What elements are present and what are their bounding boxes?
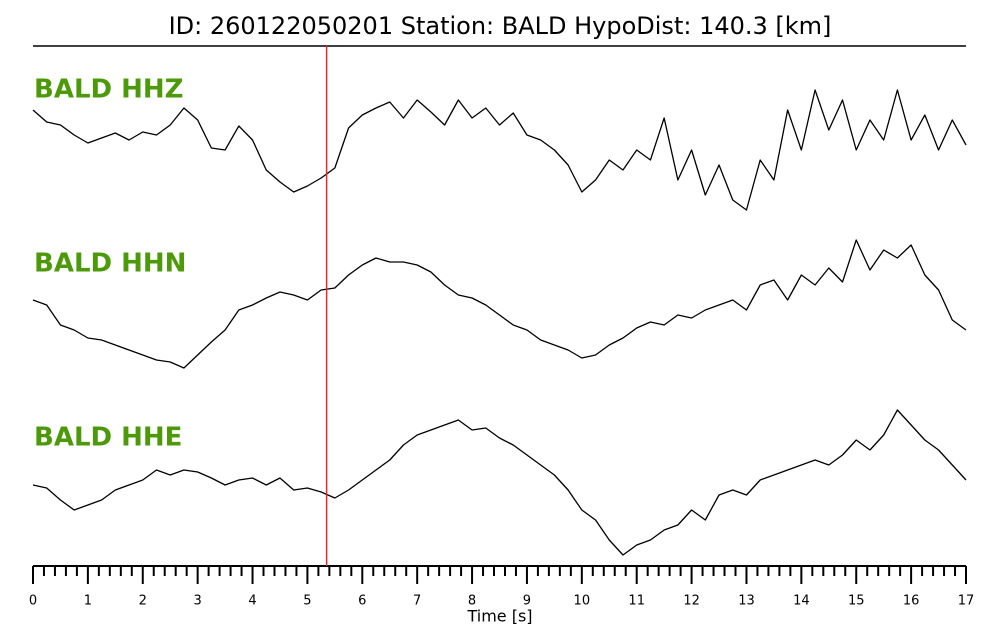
x-tick-label: 10 bbox=[574, 594, 591, 609]
waveform bbox=[32, 89, 967, 211]
x-tick-label: 17 bbox=[958, 594, 975, 609]
x-tick-label: 7 bbox=[413, 594, 421, 609]
x-tick-label: 12 bbox=[683, 594, 700, 609]
x-tick-label: 0 bbox=[29, 594, 37, 609]
x-tick-label: 4 bbox=[248, 594, 256, 609]
x-tick-label: 11 bbox=[628, 594, 645, 609]
x-tick-label: 16 bbox=[903, 594, 920, 609]
x-tick-label: 3 bbox=[194, 594, 202, 609]
trace-label: BALD HHZ bbox=[34, 75, 184, 105]
x-axis-label: Time [s] bbox=[466, 607, 532, 626]
x-tick-label: 1 bbox=[84, 594, 92, 609]
trace-label: BALD HHN bbox=[34, 249, 186, 279]
waveform bbox=[32, 409, 967, 556]
x-tick-label: 5 bbox=[303, 594, 311, 609]
x-tick-label: 15 bbox=[848, 594, 865, 609]
x-tick-label: 9 bbox=[523, 594, 531, 609]
waveform bbox=[32, 239, 967, 369]
x-tick-label: 8 bbox=[468, 594, 476, 609]
x-tick-label: 13 bbox=[738, 594, 755, 609]
chart-title: ID: 260122050201 Station: BALD HypoDist:… bbox=[169, 12, 832, 40]
x-tick-label: 6 bbox=[358, 594, 366, 609]
x-tick-label: 2 bbox=[139, 594, 147, 609]
x-tick-label: 14 bbox=[793, 594, 810, 609]
trace-label: BALD HHE bbox=[34, 423, 182, 453]
